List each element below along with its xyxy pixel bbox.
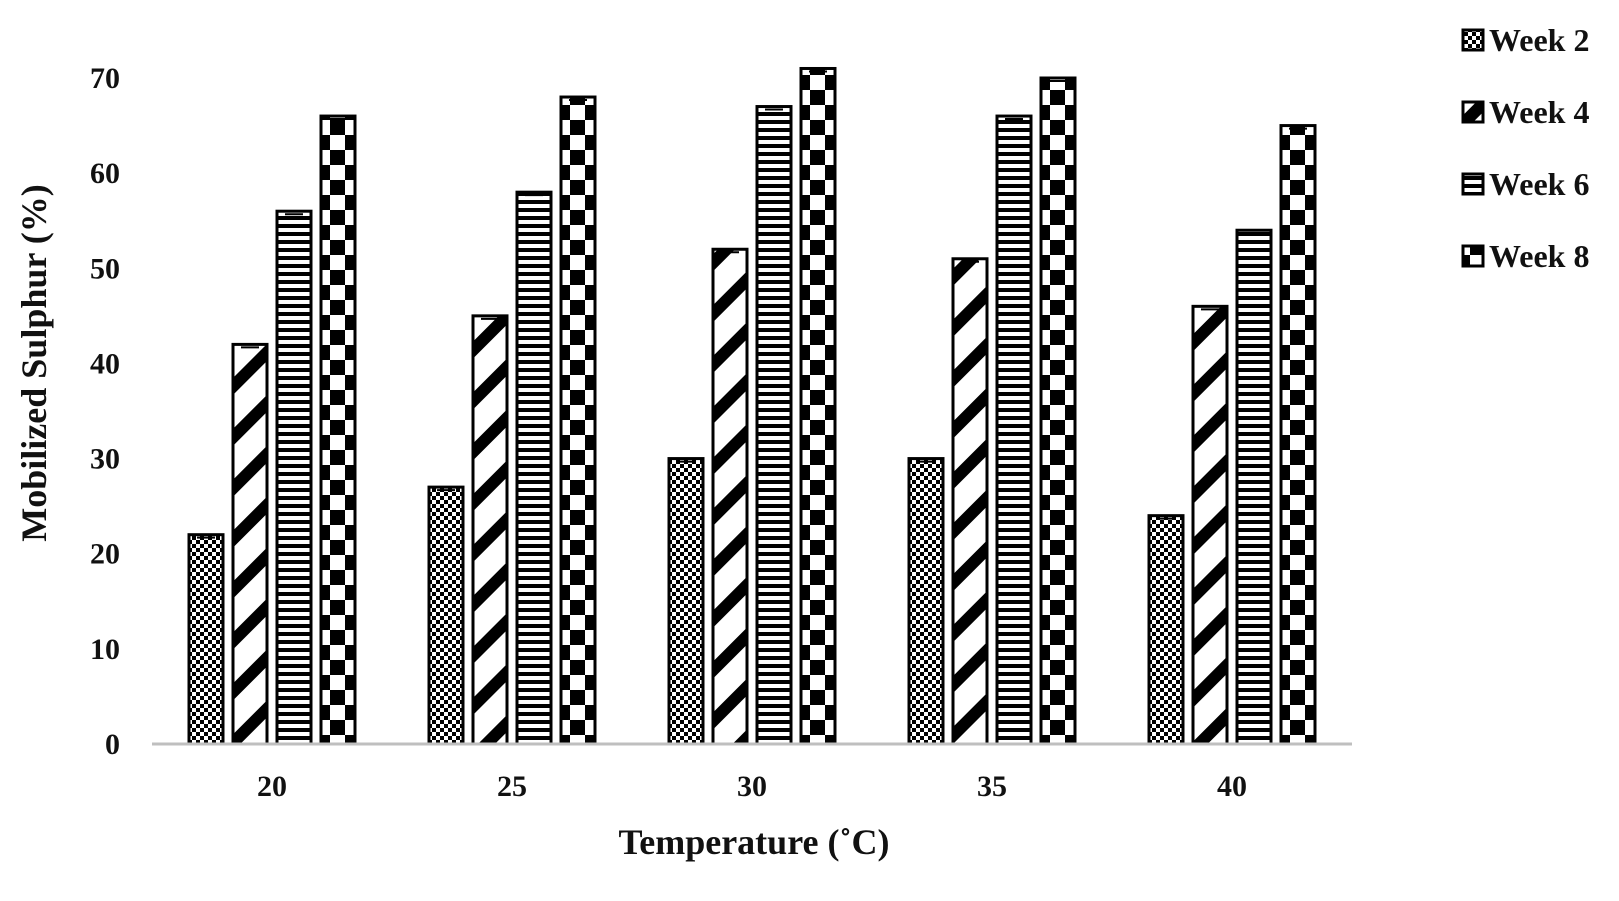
bar-week-4-35 [951, 257, 989, 746]
y-tick-label: 40 [90, 347, 120, 380]
x-tick-label: 30 [737, 770, 767, 803]
x-tick-label: 35 [977, 770, 1007, 803]
legend: Week 2 Week 4 Week 6 Week 8 [1461, 22, 1589, 274]
legend-swatch [1461, 244, 1485, 268]
y-axis-title: Mobilized Sulphur (%) [14, 184, 54, 541]
bar-week-6-20 [275, 209, 313, 746]
bar-week-2-30 [667, 457, 705, 746]
x-axis-title: Temperature (˚C) [619, 822, 890, 862]
y-tick-label: 70 [90, 62, 120, 95]
bar-week-2-40 [1147, 514, 1185, 746]
x-tick-labels: 20 25 30 35 40 [257, 770, 1247, 803]
legend-swatch [1461, 28, 1485, 52]
legend-item-week-4: Week 4 [1461, 94, 1589, 130]
legend-swatch [1461, 172, 1485, 196]
y-tick-label: 60 [90, 157, 120, 190]
x-tick-label: 40 [1217, 770, 1247, 803]
bar-week-8-30 [799, 66, 837, 746]
bar-week-6-30 [755, 105, 793, 746]
legend-item-week-6: Week 6 [1461, 166, 1589, 202]
bar-week-2-25 [427, 485, 465, 746]
bar-week-4-25 [471, 314, 509, 746]
legend-label: Week 4 [1489, 94, 1589, 130]
y-tick-label: 20 [90, 538, 120, 571]
legend-label: Week 2 [1489, 22, 1589, 58]
y-tick-label: 50 [90, 252, 120, 285]
bar-week-8-35 [1039, 76, 1077, 746]
bar-week-4-40 [1191, 304, 1229, 746]
legend-swatch [1461, 100, 1485, 124]
bar-week-6-40 [1235, 228, 1273, 746]
bar-week-4-20 [231, 342, 269, 746]
bar-week-6-25 [515, 190, 553, 746]
bar-week-6-35 [995, 114, 1033, 746]
legend-item-week-2: Week 2 [1461, 22, 1589, 58]
bar-week-2-20 [187, 533, 225, 746]
y-tick-label: 0 [105, 728, 120, 761]
y-tick-label: 30 [90, 443, 120, 476]
legend-label: Week 8 [1489, 238, 1589, 274]
x-tick-label: 25 [497, 770, 527, 803]
bar-week-2-35 [907, 457, 945, 746]
x-tick-label: 20 [257, 770, 287, 803]
legend-item-week-8: Week 8 [1461, 238, 1589, 274]
y-tick-labels: 0 10 20 30 40 50 60 70 [90, 62, 120, 761]
bar-week-8-40 [1279, 124, 1317, 746]
y-tick-label: 10 [90, 633, 120, 666]
bars-layer [187, 66, 1317, 746]
legend-label: Week 6 [1489, 166, 1589, 202]
bar-week-8-25 [559, 95, 597, 746]
bar-week-4-30 [711, 247, 749, 746]
bar-week-8-20 [319, 114, 357, 746]
